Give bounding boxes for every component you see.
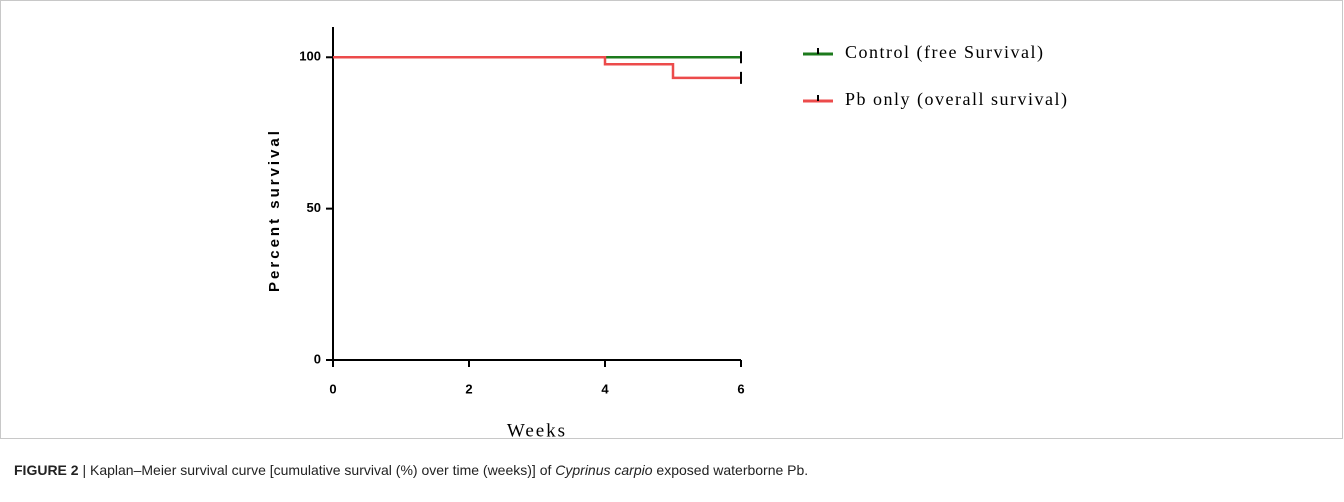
caption: FIGURE 2 | Kaplan–Meier survival curve [… <box>14 462 808 478</box>
caption-label: FIGURE 2 <box>14 462 79 478</box>
x-tick-label: 2 <box>465 381 472 396</box>
figure-frame <box>0 0 1343 439</box>
x-tick-label: 0 <box>329 381 336 396</box>
y-tick-label: 100 <box>299 49 321 64</box>
chart: Percent survival Weeks 0 50 100 0 2 4 6 Control… <box>266 27 1068 440</box>
caption-text: | Kaplan–Meier survival curve [cumulativ… <box>82 462 552 478</box>
legend-label: Control (free Survival) <box>845 42 1044 63</box>
y-axis-label: Percent survival <box>266 128 283 292</box>
caption-species: Cyprinus carpio <box>555 462 653 478</box>
caption-text: exposed waterborne Pb. <box>656 462 809 478</box>
legend-label: Pb only (overall survival) <box>845 89 1068 110</box>
x-tick-label: 6 <box>737 381 744 396</box>
y-tick-label: 0 <box>314 351 321 366</box>
x-axis-label: Weeks <box>507 420 567 440</box>
survival-line <box>333 56 741 80</box>
y-tick-label: 50 <box>307 200 321 215</box>
x-tick-label: 4 <box>601 381 609 396</box>
